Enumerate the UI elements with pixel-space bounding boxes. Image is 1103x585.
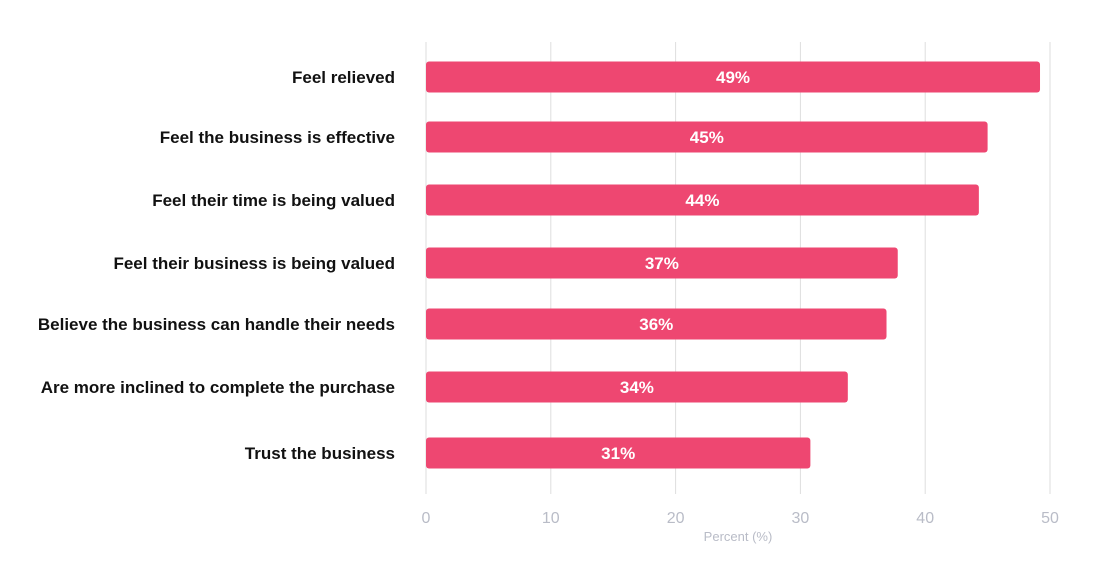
bar-value-label: 44% xyxy=(685,191,719,210)
x-tick-label: 20 xyxy=(667,510,685,527)
category-label: Feel their business is being valued xyxy=(113,254,395,273)
x-axis-title: Percent (%) xyxy=(704,529,773,544)
x-tick-label: 50 xyxy=(1041,510,1059,527)
bar-3 xyxy=(426,184,979,216)
bar-value-label: 36% xyxy=(639,315,673,334)
x-tick-label: 10 xyxy=(542,510,560,527)
bar-7 xyxy=(426,437,811,469)
bar-2 xyxy=(426,121,988,153)
bar-value-label: 45% xyxy=(690,128,724,147)
bar-1 xyxy=(426,61,1041,93)
category-labels: Feel relieved Feel the business is effect… xyxy=(38,68,395,463)
bar-value-label: 31% xyxy=(601,444,635,463)
bar-value-label: 49% xyxy=(716,68,750,87)
bar-6 xyxy=(426,371,848,403)
bars: 49% 45% 44% 37% 36% 34% 31% xyxy=(426,61,1041,469)
x-axis-ticks: 0 10 20 30 40 50 xyxy=(422,510,1059,527)
category-label: Feel relieved xyxy=(292,68,395,87)
x-tick-label: 30 xyxy=(792,510,810,527)
category-label: Feel the business is effective xyxy=(160,128,395,147)
x-tick-label: 40 xyxy=(916,510,934,527)
bar-value-label: 34% xyxy=(620,378,654,397)
bar-value-label: 37% xyxy=(645,254,679,273)
category-label: Are more inclined to complete the purcha… xyxy=(41,378,395,397)
category-label: Trust the business xyxy=(245,444,395,463)
x-tick-label: 0 xyxy=(422,510,431,527)
category-label: Feel their time is being valued xyxy=(152,191,395,210)
category-label: Believe the business can handle their ne… xyxy=(38,315,395,334)
bar-5 xyxy=(426,308,887,340)
bar-4 xyxy=(426,247,898,279)
